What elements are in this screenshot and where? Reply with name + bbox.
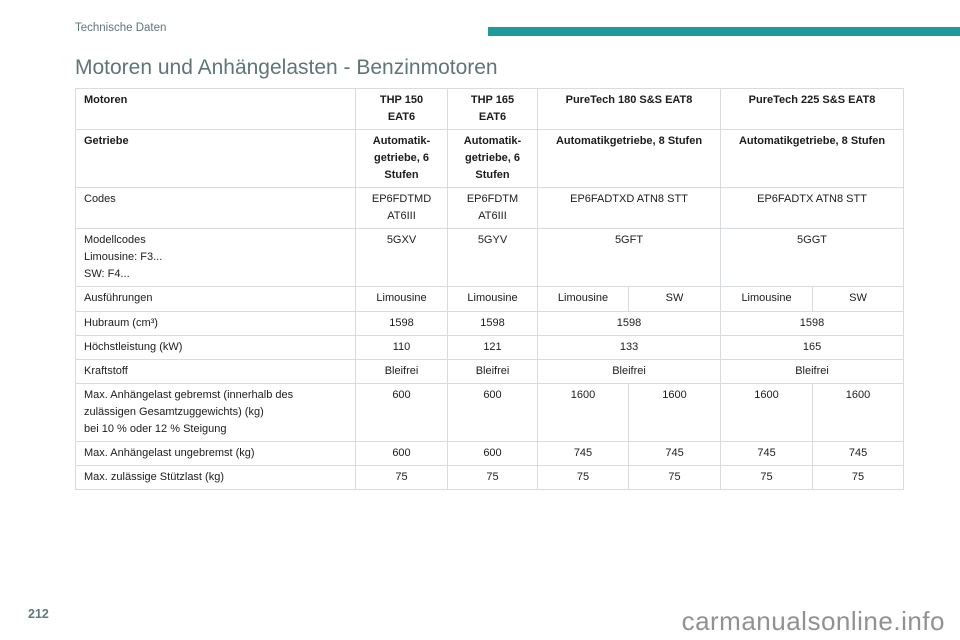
row-label: Motoren bbox=[75, 87, 356, 131]
cell-value: 745 bbox=[812, 440, 905, 466]
table-row-kraftstoff: Kraftstoff Bleifrei Bleifrei Bleifrei Bl… bbox=[75, 358, 905, 384]
cell-value: 600 bbox=[447, 440, 538, 466]
cell-value: Bleifrei bbox=[447, 358, 538, 384]
table-row-getriebe: Getriebe Automatik- getriebe, 6 Stufen A… bbox=[75, 129, 905, 189]
cell-value: 1600 bbox=[537, 382, 629, 442]
cell-value: 1598 bbox=[447, 310, 538, 336]
cell-value: SW bbox=[627, 286, 722, 312]
row-label: Max. Anhängelast ungebremst (kg) bbox=[75, 440, 356, 466]
table-row-hubraum: Hubraum (cm³) 1598 1598 1598 1598 bbox=[75, 310, 905, 336]
cell-value: 1600 bbox=[812, 382, 905, 442]
accent-bar bbox=[488, 27, 960, 36]
row-label: Höchstleistung (kW) bbox=[75, 334, 356, 360]
table-row-modellcodes: Modellcodes Limousine: F3... SW: F4... 5… bbox=[75, 228, 905, 288]
cell-value: 75 bbox=[537, 464, 629, 490]
cell-value: 600 bbox=[355, 382, 448, 442]
row-label: Kraftstoff bbox=[75, 358, 356, 384]
cell-value: 5GXV bbox=[355, 228, 448, 288]
cell-value: Bleifrei bbox=[536, 358, 722, 384]
cell-value: 133 bbox=[536, 334, 722, 360]
table-row-stuetzlast: Max. zulässige Stützlast (kg) 75 75 75 7… bbox=[75, 464, 905, 490]
cell-value: Automatik- getriebe, 6 Stufen bbox=[355, 129, 448, 189]
cell-value: PureTech 180 S&S EAT8 bbox=[536, 87, 722, 131]
cell-value: 165 bbox=[720, 334, 905, 360]
cell-value: 600 bbox=[447, 382, 538, 442]
row-label: Ausführungen bbox=[75, 286, 356, 312]
row-label: Max. zulässige Stützlast (kg) bbox=[75, 464, 356, 490]
row-label: Modellcodes Limousine: F3... SW: F4... bbox=[75, 228, 356, 288]
cell-value: Limousine bbox=[355, 286, 448, 312]
row-label: Getriebe bbox=[75, 129, 356, 189]
cell-value: 121 bbox=[447, 334, 538, 360]
cell-value: EP6FADTXD ATN8 STT bbox=[536, 187, 722, 230]
cell-value: Automatik- getriebe, 6 Stufen bbox=[447, 129, 538, 189]
row-label: Max. Anhängelast gebremst (innerhalb des… bbox=[75, 382, 356, 442]
row-label: Hubraum (cm³) bbox=[75, 310, 356, 336]
cell-value: 75 bbox=[355, 464, 448, 490]
cell-value: Limousine bbox=[537, 286, 629, 312]
page-number: 212 bbox=[28, 607, 49, 621]
cell-value: 745 bbox=[720, 440, 814, 466]
table-row-ausfuehrungen: Ausführungen Limousine Limousine Limousi… bbox=[75, 286, 905, 312]
cell-value: EP6FDTM AT6III bbox=[447, 187, 538, 230]
cell-value: 75 bbox=[627, 464, 722, 490]
cell-value: Limousine bbox=[447, 286, 538, 312]
cell-value: 5GFT bbox=[536, 228, 722, 288]
cell-value: 1600 bbox=[627, 382, 722, 442]
cell-value: 5GYV bbox=[447, 228, 538, 288]
watermark: carmanualsonline.info bbox=[681, 606, 945, 636]
cell-value: EP6FDTMD AT6III bbox=[355, 187, 448, 230]
cell-value: Automatikgetriebe, 8 Stufen bbox=[536, 129, 722, 189]
cell-value: EP6FADTX ATN8 STT bbox=[720, 187, 905, 230]
cell-value: Bleifrei bbox=[355, 358, 448, 384]
table-row-anhaengelast-gebremst: Max. Anhängelast gebremst (innerhalb des… bbox=[75, 382, 905, 442]
cell-value: SW bbox=[812, 286, 905, 312]
cell-value: 75 bbox=[720, 464, 814, 490]
cell-value: 600 bbox=[355, 440, 448, 466]
page-title: Motoren und Anhängelasten - Benzinmotore… bbox=[75, 56, 498, 79]
table-row-hoechstleistung: Höchstleistung (kW) 110 121 133 165 bbox=[75, 334, 905, 360]
breadcrumb: Technische Daten bbox=[75, 22, 167, 34]
row-label: Codes bbox=[75, 187, 356, 230]
cell-value: 110 bbox=[355, 334, 448, 360]
cell-value: 75 bbox=[447, 464, 538, 490]
cell-value: 75 bbox=[812, 464, 905, 490]
cell-value: Bleifrei bbox=[720, 358, 905, 384]
cell-value: 745 bbox=[537, 440, 629, 466]
cell-value: 1598 bbox=[720, 310, 905, 336]
cell-value: THP 150 EAT6 bbox=[355, 87, 448, 131]
engine-spec-table: Motoren THP 150 EAT6 THP 165 EAT6 PureTe… bbox=[75, 87, 905, 490]
cell-value: 745 bbox=[627, 440, 722, 466]
cell-value: THP 165 EAT6 bbox=[447, 87, 538, 131]
table-row-motoren: Motoren THP 150 EAT6 THP 165 EAT6 PureTe… bbox=[75, 87, 905, 131]
cell-value: 1598 bbox=[536, 310, 722, 336]
cell-value: Limousine bbox=[720, 286, 814, 312]
cell-value: 5GGT bbox=[720, 228, 905, 288]
cell-value: PureTech 225 S&S EAT8 bbox=[720, 87, 905, 131]
cell-value: Automatikgetriebe, 8 Stufen bbox=[720, 129, 905, 189]
cell-value: 1598 bbox=[355, 310, 448, 336]
table-row-anhaengelast-ungebremst: Max. Anhängelast ungebremst (kg) 600 600… bbox=[75, 440, 905, 466]
cell-value: 1600 bbox=[720, 382, 814, 442]
table-row-codes: Codes EP6FDTMD AT6III EP6FDTM AT6III EP6… bbox=[75, 187, 905, 230]
